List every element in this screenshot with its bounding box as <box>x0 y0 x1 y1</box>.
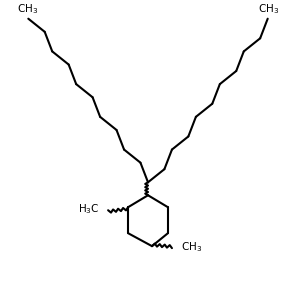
Text: CH$_3$: CH$_3$ <box>17 2 38 16</box>
Text: H$_3$C: H$_3$C <box>77 202 99 216</box>
Text: CH$_3$: CH$_3$ <box>181 240 202 254</box>
Text: CH$_3$: CH$_3$ <box>258 2 279 16</box>
